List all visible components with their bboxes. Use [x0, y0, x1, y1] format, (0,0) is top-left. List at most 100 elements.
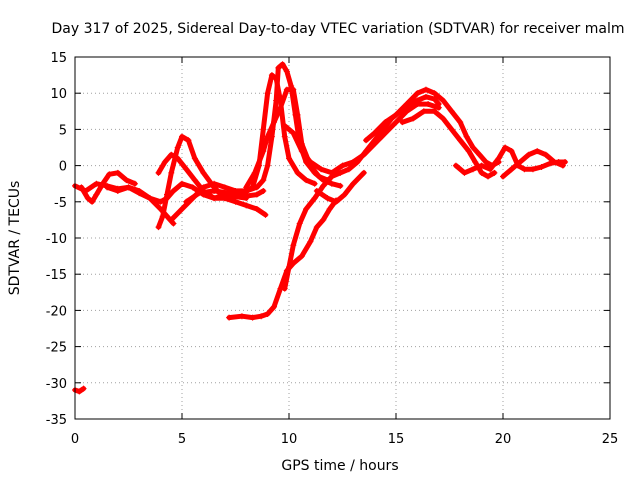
data-point-marker — [168, 216, 175, 223]
data-point-marker — [448, 108, 455, 115]
data-point-marker — [298, 253, 305, 260]
data-point-marker — [495, 155, 502, 162]
data-point-marker — [243, 202, 250, 209]
data-point-marker — [559, 162, 566, 169]
plot-frame — [74, 56, 611, 420]
data-point-marker — [491, 169, 498, 176]
data-point-marker — [260, 148, 267, 155]
data-point-marker — [326, 206, 333, 213]
data-point-marker — [399, 119, 406, 126]
data-point-marker — [551, 158, 558, 165]
series-track-16 — [500, 148, 566, 180]
data-point-marker — [542, 151, 549, 158]
data-point-marker — [478, 169, 485, 176]
data-point-marker — [422, 86, 429, 93]
data-point-marker — [360, 169, 367, 176]
y-tick-label: 0 — [59, 160, 67, 175]
data-point-marker — [307, 158, 314, 165]
data-point-marker — [123, 177, 130, 184]
data-point-marker — [324, 195, 331, 202]
data-point-marker — [420, 108, 427, 115]
data-point-marker — [264, 90, 271, 97]
data-point-marker — [253, 206, 260, 213]
data-point-marker — [431, 108, 438, 115]
data-point-marker — [457, 137, 464, 144]
data-point-marker — [463, 133, 470, 140]
data-point-marker — [211, 187, 218, 194]
series-track-7 — [183, 72, 318, 205]
data-point-marker — [281, 122, 288, 129]
data-point-marker — [131, 180, 138, 187]
data-point-marker — [457, 119, 464, 126]
data-point-marker — [157, 198, 164, 205]
data-point-marker — [191, 177, 198, 184]
data-point-marker — [508, 148, 515, 155]
data-point-marker — [360, 151, 367, 158]
data-point-marker — [328, 180, 335, 187]
data-point-marker — [529, 166, 536, 173]
data-point-marker — [382, 119, 389, 126]
data-point-marker — [277, 104, 284, 111]
data-point-marker — [465, 148, 472, 155]
data-point-marker — [183, 166, 190, 173]
data-point-marker — [337, 182, 344, 189]
data-point-marker — [345, 166, 352, 173]
y-tick-label: 5 — [59, 123, 67, 138]
data-point-marker — [283, 68, 290, 75]
data-point-marker — [260, 177, 267, 184]
x-axis-ticks: 0 5 10 15 20 25 — [71, 57, 618, 447]
data-point-marker — [221, 184, 228, 191]
series-track-3 — [104, 184, 177, 227]
data-point-marker — [517, 158, 524, 165]
data-point-marker — [294, 169, 301, 176]
data-point-marker — [78, 184, 85, 191]
data-point-marker — [296, 220, 303, 227]
series-trace — [282, 101, 442, 176]
y-tick-label: -35 — [46, 413, 67, 428]
data-point-marker — [315, 173, 322, 180]
data-point-marker — [189, 184, 196, 191]
data-point-marker — [371, 140, 378, 147]
data-point-marker — [84, 195, 91, 202]
data-point-marker — [262, 211, 269, 218]
y-tick-label: 15 — [50, 51, 67, 66]
data-point-marker — [200, 184, 207, 191]
data-point-marker — [155, 224, 162, 231]
y-tick-label: -5 — [54, 196, 67, 211]
data-point-marker — [311, 180, 318, 187]
data-point-marker — [476, 151, 483, 158]
data-point-marker — [422, 93, 429, 100]
data-point-marker — [89, 198, 96, 205]
data-point-marker — [260, 126, 267, 133]
data-point-marker — [341, 191, 348, 198]
data-point-marker — [183, 198, 190, 205]
data-point-marker — [249, 314, 256, 321]
data-point-marker — [393, 119, 399, 126]
series-track-4 — [155, 133, 269, 231]
x-tick-label: 20 — [495, 432, 512, 447]
x-tick-label: 5 — [178, 432, 186, 447]
data-point-marker — [435, 104, 442, 111]
data-point-marker — [93, 191, 100, 198]
y-tick-label: 10 — [50, 87, 67, 102]
data-point-marker — [243, 195, 250, 202]
data-point-marker — [226, 190, 233, 197]
data-point-marker — [313, 187, 320, 194]
data-point-marker — [461, 169, 468, 176]
series-trace — [282, 94, 442, 292]
series-trace — [314, 170, 367, 205]
chart-title: Day 317 of 2025, Sidereal Day-to-day VTE… — [52, 21, 625, 37]
data-point-marker — [470, 166, 477, 173]
x-axis-label: GPS time / hours — [281, 458, 398, 474]
data-point-marker — [93, 180, 100, 187]
data-point-marker — [478, 162, 485, 169]
data-point-marker — [264, 311, 271, 318]
data-point-marker — [264, 162, 271, 169]
data-point-marker — [502, 144, 509, 151]
series-track-10 — [281, 93, 442, 292]
grid-lines — [75, 57, 610, 419]
data-point-marker — [114, 187, 121, 194]
x-tick-label: 15 — [388, 432, 405, 447]
data-point-marker — [191, 155, 198, 162]
